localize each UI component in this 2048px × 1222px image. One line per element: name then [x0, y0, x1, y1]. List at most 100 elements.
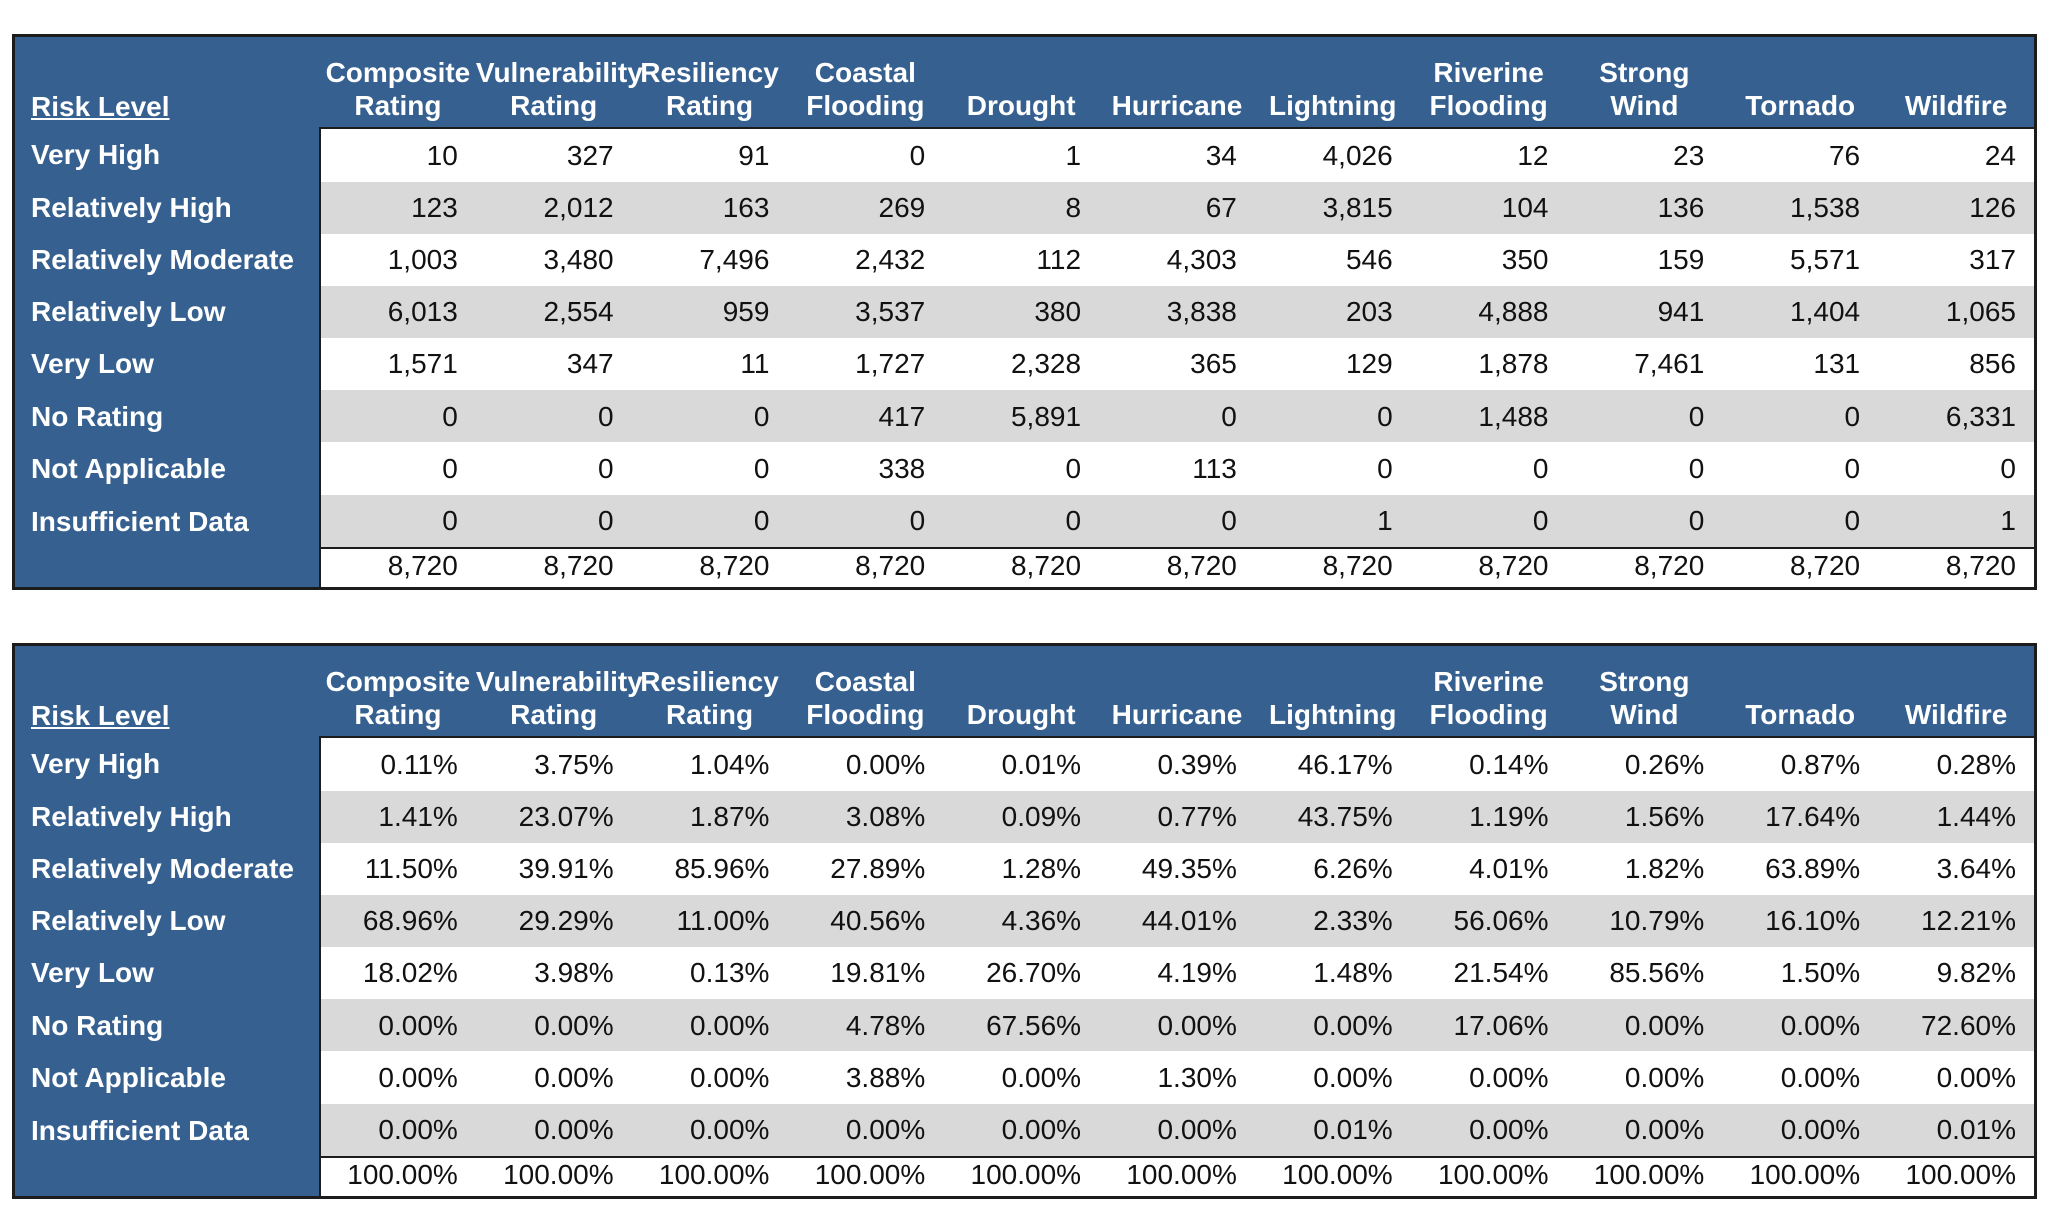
table-cell: 1.41% [319, 790, 476, 843]
table-cell: 1.44% [1878, 790, 2034, 843]
table-cell: 16.10% [1722, 895, 1879, 948]
table-cell: 4,026 [1254, 127, 1411, 182]
table-cell: 1,065 [1878, 286, 2034, 339]
table-cell: 0 [475, 442, 632, 495]
table-cell: 0.00% [1099, 1103, 1255, 1158]
table-cell: 338 [787, 442, 944, 495]
total-cell: 8,720 [1099, 547, 1255, 587]
total-cell: 100.00% [1566, 1156, 1723, 1196]
table-cell: 546 [1254, 233, 1411, 287]
table-cell: 2,328 [943, 338, 1100, 391]
table-cell: 327 [475, 127, 632, 182]
table-cell: 0 [319, 390, 476, 443]
total-cell: 8,720 [319, 547, 476, 587]
table-cell: 0.01% [1878, 1103, 2034, 1158]
table-cell: 0 [631, 494, 788, 549]
totals-row: 8,720 8,720 8,720 8,720 8,720 8,720 8,720 8,720… [15, 547, 2034, 587]
column-header: Wildfire [1904, 90, 2008, 122]
table-cell: 67 [1099, 181, 1255, 234]
table-row: Relatively Moderate 11.50% 39.91% 85.96% 27.… [15, 842, 2034, 896]
table-cell: 1.19% [1410, 790, 1567, 843]
table-cell: 0 [631, 390, 788, 443]
table-cell: 0.00% [943, 1103, 1100, 1158]
table-cell: 3.64% [1878, 842, 2034, 896]
table-cell: 0 [475, 390, 632, 443]
column-header: Tornado [1745, 90, 1856, 122]
table-cell: 3,815 [1254, 181, 1411, 234]
table-cell: 63.89% [1722, 842, 1879, 896]
column-header: Lightning [1269, 699, 1397, 731]
table-cell: 0.00% [631, 999, 788, 1052]
row-label: Relatively High [15, 181, 320, 234]
table-cell: 0 [1566, 494, 1723, 549]
risk-count-table: Risk Level Composite Rating Vulnerabilit… [12, 34, 2037, 590]
table-cell: 1.04% [631, 736, 788, 791]
table-cell: 0.00% [787, 736, 944, 791]
column-header: Vulnerability Rating [475, 56, 643, 122]
table-cell: 21.54% [1410, 947, 1567, 1000]
table-cell: 85.96% [631, 842, 788, 896]
table-cell: 126 [1878, 181, 2034, 234]
risk-count-grid: Risk Level Composite Rating Vulnerabilit… [15, 37, 2034, 587]
risk-percent-body: Very High 0.11% 3.75% 1.04% 0.00% 0.01% 0.39% 4… [15, 736, 2034, 1158]
table-cell: 0.00% [1566, 1103, 1723, 1158]
table-cell: 0 [1722, 494, 1879, 549]
table-cell: 68.96% [319, 895, 476, 948]
total-cell: 8,720 [787, 547, 944, 587]
column-header: Riverine Flooding [1429, 56, 1548, 122]
risk-percent-table: Risk Level Composite Rating Vulnerabilit… [12, 643, 2037, 1199]
table-cell: 0.00% [1722, 1103, 1879, 1158]
table-cell: 56.06% [1410, 895, 1567, 948]
table-cell: 123 [319, 181, 476, 234]
table-cell: 0 [1254, 442, 1411, 495]
table-cell: 27.89% [787, 842, 944, 896]
table-cell: 0 [943, 494, 1100, 549]
table-cell: 0.00% [1722, 999, 1879, 1052]
table-cell: 18.02% [319, 947, 476, 1000]
table-cell: 0.01% [943, 736, 1100, 791]
table-cell: 6.26% [1254, 842, 1411, 896]
table-cell: 19.81% [787, 947, 944, 1000]
table-cell: 12.21% [1878, 895, 2034, 948]
table-cell: 67.56% [943, 999, 1100, 1052]
table-cell: 11.00% [631, 895, 788, 948]
table-cell: 9.82% [1878, 947, 2034, 1000]
table-cell: 959 [631, 286, 788, 339]
column-header: Composite Rating [325, 665, 471, 731]
table-row: Very High 0.11% 3.75% 1.04% 0.00% 0.01% 0.39% 4… [15, 736, 2034, 791]
total-cell: 8,720 [1566, 547, 1723, 587]
row-label: Very Low [15, 338, 320, 391]
header-row: Risk Level Composite Rating Vulnerabilit… [15, 646, 2034, 737]
table-cell: 317 [1878, 233, 2034, 287]
column-header: Riverine Flooding [1429, 665, 1548, 731]
column-header: Strong Wind [1599, 665, 1690, 731]
table-cell: 0 [1722, 390, 1879, 443]
table-cell: 0.00% [1254, 999, 1411, 1052]
table-cell: 1.50% [1722, 947, 1879, 1000]
table-cell: 1,538 [1722, 181, 1879, 234]
table-cell: 5,571 [1722, 233, 1879, 287]
table-cell: 129 [1254, 338, 1411, 391]
table-cell: 4.36% [943, 895, 1100, 948]
table-cell: 163 [631, 181, 788, 234]
table-cell: 350 [1410, 233, 1567, 287]
table-cell: 4.19% [1099, 947, 1255, 1000]
table-cell: 91 [631, 127, 788, 182]
table-cell: 3.88% [787, 1051, 944, 1104]
table-row: Relatively High 123 2,012 163 269 8 67 3,815 104… [15, 181, 2034, 234]
table-cell: 0.13% [631, 947, 788, 1000]
table-cell: 23.07% [475, 790, 632, 843]
table-cell: 6,331 [1878, 390, 2034, 443]
column-header: Coastal Flooding [806, 665, 925, 731]
column-header: Resiliency Rating [640, 56, 779, 122]
table-cell: 3,838 [1099, 286, 1255, 339]
table-cell: 0 [943, 442, 1100, 495]
table-row: Very High 10 327 91 0 1 34 4,026 12 23 76 24 [15, 127, 2034, 182]
table-cell: 6,013 [319, 286, 476, 339]
total-cell: 8,720 [1410, 547, 1567, 587]
row-label: Relatively Low [15, 286, 320, 339]
table-cell: 0.00% [1566, 999, 1723, 1052]
table-cell: 12 [1410, 127, 1567, 182]
table-cell: 0.00% [319, 1103, 476, 1158]
table-cell: 0.00% [1099, 999, 1255, 1052]
